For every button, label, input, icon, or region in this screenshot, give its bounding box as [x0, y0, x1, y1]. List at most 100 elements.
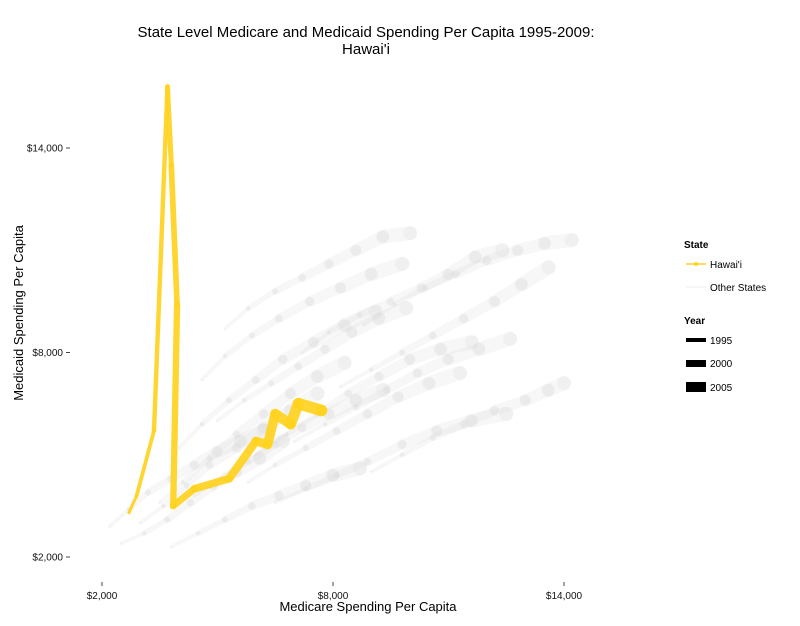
other-state-segment	[399, 434, 436, 458]
hawaii-segment	[170, 301, 181, 510]
other-state-point	[417, 283, 426, 293]
other-state-segment	[537, 233, 579, 251]
other-state-segment	[343, 371, 384, 398]
other-state-segment	[363, 440, 407, 466]
other-state-segment	[352, 386, 391, 411]
other-state-point	[557, 376, 571, 391]
other-state-point	[495, 243, 510, 258]
other-state-point	[465, 414, 478, 427]
y-tick-label: $2,000	[32, 553, 63, 564]
other-state-point	[482, 256, 492, 265]
other-state-segment	[368, 349, 406, 373]
other-state-point	[249, 332, 255, 339]
other-state-segment	[362, 391, 404, 420]
other-state-segment	[403, 342, 447, 366]
other-state-point	[364, 457, 372, 466]
other-state-segment	[332, 409, 373, 436]
other-state-point	[246, 306, 251, 311]
other-state-segment	[323, 244, 362, 270]
other-state-point	[180, 480, 185, 484]
other-state-segment	[326, 461, 367, 483]
other-state-segment	[284, 370, 324, 400]
other-state-segment	[326, 312, 363, 335]
other-state-segment	[180, 455, 213, 485]
other-state-point	[399, 349, 406, 356]
other-state-point	[430, 434, 436, 441]
other-state-segment	[398, 331, 437, 357]
other-state-segment	[430, 414, 478, 438]
other-state-segment	[369, 452, 405, 474]
other-state-segment	[511, 237, 551, 257]
other-state-point	[404, 354, 416, 365]
other-state-segment	[205, 443, 242, 470]
other-state-point	[344, 389, 352, 397]
other-state-point	[253, 452, 266, 465]
other-state-segment	[211, 434, 247, 458]
hawaii-segment	[151, 84, 170, 434]
other-state-point	[301, 351, 304, 354]
other-state-point	[374, 371, 384, 381]
other-state-point	[370, 470, 373, 473]
other-state-point	[216, 419, 219, 422]
y-tick-label: $14,000	[27, 144, 64, 155]
other-state-point	[212, 446, 223, 457]
other-state-segment	[442, 250, 482, 281]
other-state-segment	[297, 259, 334, 282]
other-state-segment	[183, 461, 214, 489]
other-state-point	[232, 443, 242, 453]
other-state-segment	[231, 422, 269, 454]
other-state-point	[255, 453, 257, 456]
other-state-point	[161, 504, 166, 508]
other-state-point	[145, 489, 151, 495]
other-state-point	[327, 330, 332, 334]
y-tick-label: $8,000	[32, 348, 63, 359]
other-state-segment	[433, 335, 479, 357]
other-state-point	[324, 259, 334, 269]
other-state-segment	[200, 354, 228, 382]
other-state-point	[259, 409, 269, 419]
hawaii-point	[270, 409, 280, 419]
other-state-point	[273, 463, 278, 467]
hawaii-point	[190, 485, 198, 493]
legend-hawaii-dot	[694, 262, 698, 266]
other-state-segment	[364, 256, 410, 282]
x-tick-label: $2,000	[87, 591, 118, 602]
other-state-point	[323, 422, 328, 426]
other-state-point	[339, 385, 342, 388]
other-state-point	[275, 434, 290, 449]
other-state-point	[453, 365, 468, 380]
other-state-segment	[397, 425, 443, 450]
other-state-segment	[468, 243, 510, 265]
other-state-segment	[489, 394, 531, 416]
other-state-point	[393, 391, 404, 403]
chart-title: State Level Medicare and Medicaid Spendi…	[138, 24, 595, 41]
other-state-point	[158, 501, 161, 504]
legend-year-2000-key	[686, 360, 706, 367]
hawaii-point	[251, 437, 261, 446]
other-state-point	[320, 344, 330, 354]
other-state-segment	[376, 226, 417, 244]
other-state-point	[268, 380, 275, 386]
other-state-point	[352, 461, 367, 476]
other-state-point	[542, 383, 555, 397]
other-state-segment	[246, 463, 278, 484]
other-state-segment	[273, 480, 312, 501]
other-state-point	[373, 312, 386, 325]
other-state-segment	[277, 336, 320, 365]
other-state-point	[293, 440, 296, 443]
other-state-segment	[338, 367, 374, 389]
other-state-point	[564, 233, 579, 248]
other-state-point	[271, 440, 279, 449]
hawaii-point	[152, 429, 156, 433]
other-state-segment	[292, 422, 328, 443]
other-state-point	[274, 491, 284, 501]
other-state-point	[305, 296, 315, 306]
other-state-segment	[346, 312, 386, 339]
other-state-segment	[416, 268, 454, 294]
other-state-point	[224, 327, 227, 330]
other-state-point	[183, 482, 190, 489]
other-state-point	[294, 362, 302, 370]
other-state-point	[326, 469, 340, 482]
other-state-point	[275, 314, 283, 322]
